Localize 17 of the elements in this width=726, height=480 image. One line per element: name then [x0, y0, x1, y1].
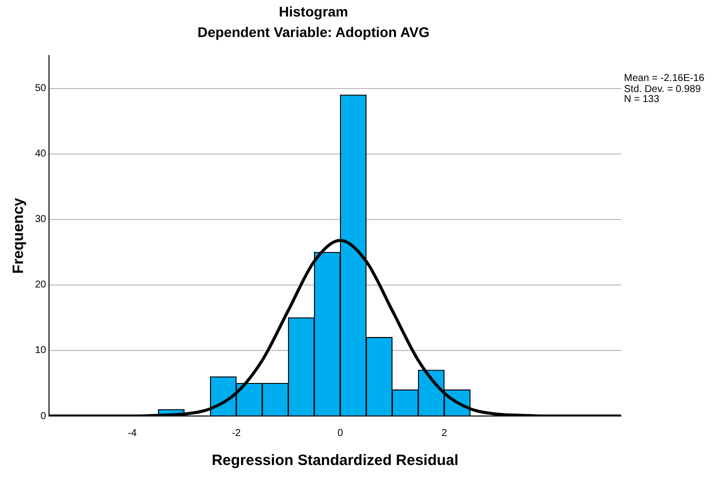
y-tick-label: 0	[40, 410, 47, 422]
x-tick-label: -4	[128, 428, 138, 439]
x-axis-title: Regression Standardized Residual	[212, 452, 458, 470]
x-tick-label: 0	[337, 428, 344, 439]
x-tick-label: 2	[441, 428, 448, 439]
chart-subtitle: Dependent Variable: Adoption AVG	[197, 24, 430, 40]
text: Mean = -2.16E-16	[624, 73, 704, 84]
y-tick-label: 20	[35, 280, 47, 291]
x-tick-label: -2	[232, 428, 242, 439]
text: Std. Dev. = 0.989	[624, 84, 702, 95]
y-tick-label: 50	[35, 83, 47, 94]
y-axis-title: Frequency	[10, 197, 28, 274]
y-tick-label: 40	[35, 148, 47, 160]
y-tick-label: 30	[35, 214, 47, 226]
chart-title: Histogram	[278, 3, 348, 20]
y-tick-label: 10	[35, 345, 47, 356]
text: N = 133	[624, 94, 660, 106]
